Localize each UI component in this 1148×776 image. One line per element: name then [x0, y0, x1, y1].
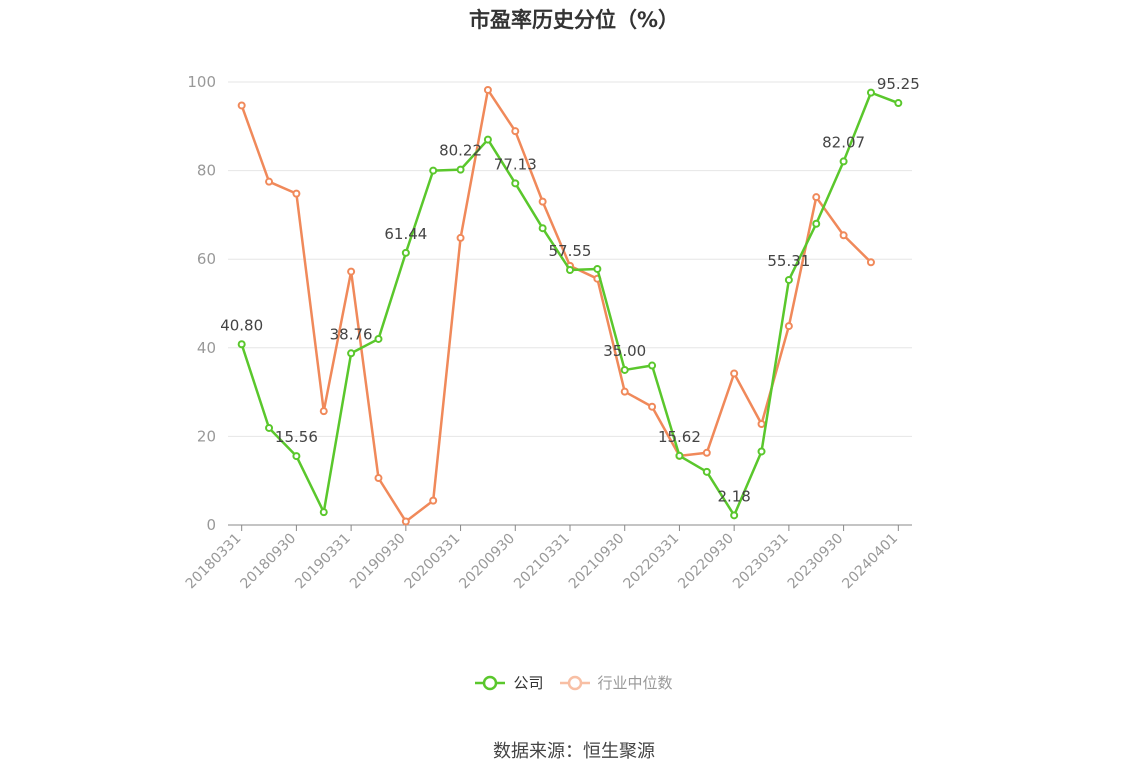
data-point-0 — [511, 179, 520, 188]
x-tick-label: 20230930 — [785, 531, 847, 593]
data-point-1 — [730, 369, 739, 378]
data-label: 80.22 — [439, 142, 482, 160]
x-tick-label: 20200331 — [402, 531, 464, 593]
data-point-0 — [784, 275, 793, 284]
data-label: 61.44 — [384, 225, 427, 243]
y-tick-label: 60 — [197, 250, 216, 268]
data-label: 57.55 — [549, 242, 592, 260]
data-point-0 — [237, 340, 246, 349]
data-label: 15.62 — [658, 428, 701, 446]
data-point-0 — [866, 88, 875, 97]
data-label: 15.56 — [275, 428, 318, 446]
data-point-0 — [292, 452, 301, 461]
data-point-0 — [675, 451, 684, 460]
legend-item-company[interactable]: 公司 — [475, 672, 544, 693]
x-tick-label: 20180930 — [238, 531, 300, 593]
data-point-1 — [538, 197, 547, 206]
data-point-1 — [866, 258, 875, 267]
data-point-1 — [401, 517, 410, 526]
data-point-0 — [374, 334, 383, 343]
data-point-0 — [566, 266, 574, 275]
data-label: 55.31 — [767, 252, 810, 270]
data-point-0 — [730, 511, 739, 520]
data-point-0 — [265, 423, 274, 432]
x-tick-label: 20230331 — [730, 531, 792, 593]
data-point-0 — [538, 224, 547, 233]
data-point-1 — [702, 448, 711, 457]
y-tick-label: 80 — [197, 162, 216, 180]
legend-item-industry-median[interactable]: 行业中位数 — [559, 672, 673, 693]
data-point-1 — [292, 189, 301, 198]
x-tick-label: 20190331 — [292, 531, 354, 593]
data-point-0 — [456, 165, 465, 174]
data-label: 95.25 — [877, 75, 920, 93]
series-line-0 — [240, 91, 899, 517]
data-point-0 — [812, 219, 821, 228]
data-point-0 — [620, 365, 629, 374]
data-point-0 — [839, 157, 848, 166]
data-label: 77.13 — [494, 155, 537, 173]
data-point-0 — [347, 349, 356, 358]
y-tick-label: 20 — [197, 427, 216, 445]
chart-legend: 公司 行业中位数 — [0, 672, 1148, 693]
data-point-0 — [894, 99, 903, 108]
x-tick-label: 20240401 — [839, 531, 901, 593]
x-tick-label: 20200930 — [456, 531, 518, 593]
data-label: 2.18 — [717, 487, 750, 505]
data-point-1 — [757, 419, 766, 428]
x-tick-label: 20210331 — [511, 531, 573, 593]
x-tick-label: 20190930 — [347, 531, 409, 593]
data-point-1 — [237, 101, 246, 110]
x-tick-label: 20210930 — [566, 531, 628, 593]
data-point-1 — [620, 387, 629, 396]
legend-industry-marker-icon — [559, 675, 590, 690]
data-point-0 — [648, 361, 657, 370]
legend-company-marker-icon — [475, 675, 506, 690]
data-label: 40.80 — [220, 316, 263, 334]
data-point-0 — [702, 467, 711, 476]
data-source-note: 数据来源：恒生聚源 — [493, 741, 655, 762]
data-point-0 — [429, 166, 438, 175]
y-tick-label: 100 — [187, 73, 216, 91]
data-label: 82.07 — [822, 133, 865, 151]
x-tick-label: 20220331 — [621, 531, 683, 593]
data-point-1 — [648, 402, 657, 411]
data-point-1 — [784, 322, 793, 331]
y-tick-label: 0 — [206, 516, 216, 534]
x-tick-label: 20220930 — [675, 531, 737, 593]
legend-industry-label: 行业中位数 — [597, 674, 673, 692]
data-point-0 — [483, 135, 492, 144]
data-point-1 — [265, 177, 274, 186]
series-line-1 — [240, 88, 872, 523]
data-point-0 — [593, 264, 602, 273]
data-point-0 — [401, 248, 410, 257]
legend-company-label: 公司 — [513, 674, 544, 692]
data-point-0 — [319, 508, 328, 517]
data-label: 35.00 — [603, 342, 646, 360]
y-tick-label: 40 — [197, 339, 216, 357]
data-point-1 — [347, 267, 356, 276]
chart-title: 市盈率历史分位（%） — [468, 8, 680, 32]
data-point-1 — [374, 474, 383, 483]
data-point-1 — [456, 233, 465, 242]
data-point-0 — [757, 447, 766, 456]
data-point-1 — [429, 496, 438, 505]
data-label: 38.76 — [330, 325, 373, 343]
data-point-1 — [319, 407, 328, 416]
data-point-1 — [839, 231, 848, 240]
data-point-1 — [511, 127, 520, 136]
data-point-1 — [483, 85, 492, 94]
x-tick-label: 20180331 — [183, 531, 245, 593]
data-point-1 — [812, 193, 821, 202]
